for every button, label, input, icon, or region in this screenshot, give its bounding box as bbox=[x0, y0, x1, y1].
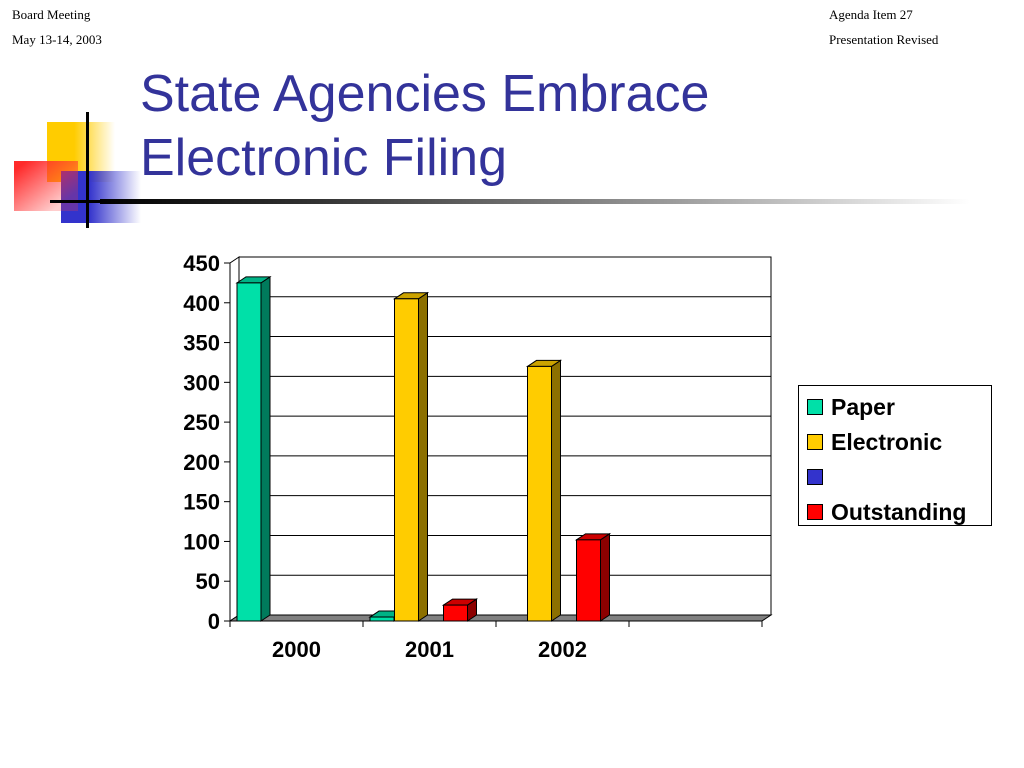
bar-paper-2000 bbox=[235, 275, 272, 622]
bar-outstanding-2002 bbox=[574, 532, 612, 622]
slide-title-line2: Electronic Filing bbox=[140, 129, 508, 187]
plot-floor bbox=[228, 614, 773, 622]
y-tick-label-1: 50 bbox=[196, 569, 220, 594]
header-left-line2: May 13-14, 2003 bbox=[12, 32, 102, 47]
x-category-label-2001: 2001 bbox=[405, 637, 454, 662]
legend-label-paper: Paper bbox=[831, 393, 895, 420]
decor-horizontal-line bbox=[50, 200, 110, 203]
y-tick-label-8: 400 bbox=[183, 291, 220, 316]
header-right-line1: Agenda Item 27 bbox=[829, 7, 913, 22]
bar-electronic-2002 bbox=[525, 359, 563, 622]
y-tick-label-5: 250 bbox=[183, 410, 220, 435]
plot-back-wall bbox=[238, 256, 772, 616]
legend-label-outstanding: Outstanding bbox=[831, 498, 967, 525]
y-tick-label-9: 450 bbox=[183, 251, 220, 276]
bar-electronic-2001 bbox=[392, 291, 430, 622]
y-tick-label-7: 350 bbox=[183, 331, 220, 356]
y-tick-label-3: 150 bbox=[183, 490, 220, 515]
slide-title: State Agencies Embrace Electronic Filing bbox=[140, 62, 709, 190]
title-underline-rule bbox=[100, 199, 970, 204]
bar-outstanding-2001 bbox=[441, 598, 479, 622]
y-tick-label-0: 0 bbox=[208, 609, 220, 634]
chart-legend: Paper Electronic Outstanding bbox=[798, 385, 992, 526]
legend-label-electronic: Electronic bbox=[831, 428, 943, 455]
legend-item-electronic: Electronic bbox=[807, 427, 942, 457]
x-category-label-2000: 2000 bbox=[272, 637, 321, 662]
legend-swatch-blank bbox=[807, 469, 823, 485]
header-right-line2: Presentation Revised bbox=[829, 32, 939, 47]
slide-title-line1: State Agencies Embrace bbox=[140, 65, 710, 123]
legend-item-blank bbox=[807, 462, 831, 492]
legend-item-outstanding: Outstanding bbox=[807, 497, 966, 527]
y-tick-label-2: 100 bbox=[183, 529, 220, 554]
header-left-line1: Board Meeting bbox=[12, 7, 91, 22]
y-tick-label-6: 300 bbox=[183, 370, 220, 395]
legend-swatch-paper bbox=[807, 399, 823, 415]
y-tick-label-4: 200 bbox=[183, 450, 220, 475]
legend-swatch-electronic bbox=[807, 434, 823, 450]
decor-vertical-line bbox=[86, 112, 89, 228]
x-category-label-2002: 2002 bbox=[538, 637, 587, 662]
legend-item-paper: Paper bbox=[807, 392, 895, 422]
legend-swatch-outstanding bbox=[807, 504, 823, 520]
